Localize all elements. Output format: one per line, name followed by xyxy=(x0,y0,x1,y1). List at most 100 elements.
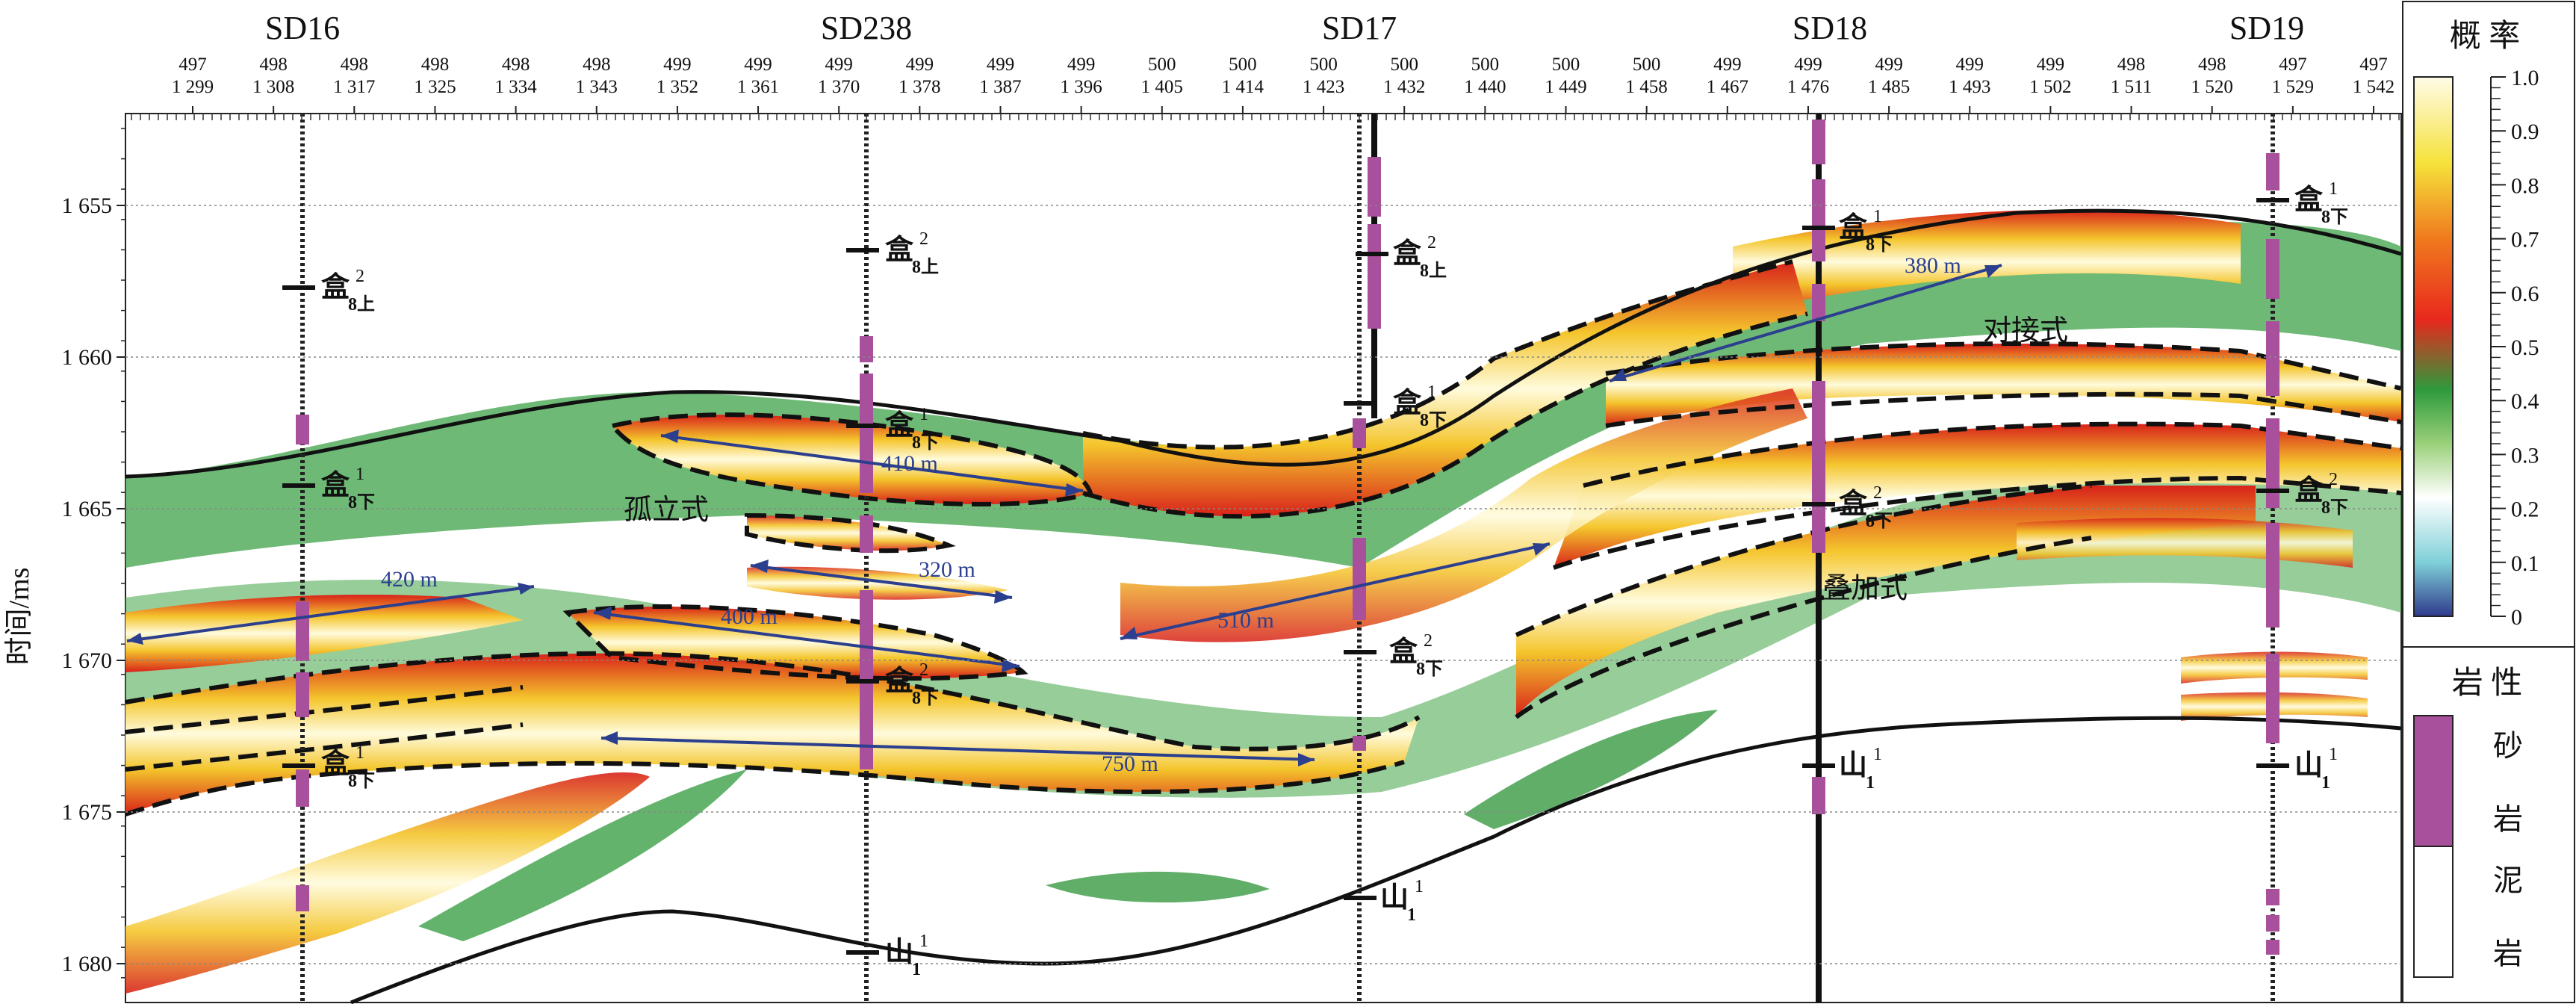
trace-inline-number: 498 xyxy=(2117,55,2146,75)
trace-inline-number: 500 xyxy=(1390,55,1418,75)
probability-tick-label: 0.9 xyxy=(2511,120,2539,144)
trace-inline-number: 497 xyxy=(2359,55,2388,75)
well-name-sd16: SD16 xyxy=(265,10,340,46)
horizon-label: 盒8上 2 xyxy=(321,267,375,314)
trace-number: 1 502 xyxy=(2029,77,2071,97)
sand-band-rising-lower xyxy=(1120,388,1807,642)
base-boundary-line xyxy=(350,716,2402,1004)
horizon-label: 盒8下 1 xyxy=(1839,207,1893,255)
sand-interval-sd19-1 xyxy=(2266,153,2279,190)
well-columns xyxy=(296,114,2279,1003)
time-tick-label: 1 670 xyxy=(62,648,113,673)
sand-interval-sd16-3 xyxy=(296,672,309,717)
svg-text:1: 1 xyxy=(2329,745,2338,764)
horizon-label: 盒8下 2 xyxy=(1389,631,1443,679)
probability-tick-label: 0.8 xyxy=(2511,173,2539,198)
sand-band-main-lower xyxy=(125,653,1419,814)
horizon-label: 盒8下 2 xyxy=(2294,470,2348,518)
svg-text:8下: 8下 xyxy=(2321,208,2348,227)
svg-text:1: 1 xyxy=(1407,905,1416,925)
mud-label-1: 泥 xyxy=(2493,864,2523,897)
trace-inline-number: 500 xyxy=(1309,55,1338,75)
probability-tick-label: 1.0 xyxy=(2511,66,2539,90)
horizon-ticks xyxy=(282,198,2289,955)
time-tick-label: 1 655 xyxy=(62,193,113,218)
svg-text:1: 1 xyxy=(1415,877,1424,896)
svg-text:8上: 8上 xyxy=(348,294,375,314)
svg-text:1: 1 xyxy=(356,465,364,484)
svg-text:8下: 8下 xyxy=(912,433,939,453)
trace-number: 1 423 xyxy=(1303,77,1344,97)
sand-interval-sd238-3 xyxy=(860,515,873,553)
svg-text:盒: 盒 xyxy=(1839,212,1868,244)
svg-text:盒: 盒 xyxy=(1839,489,1868,520)
trace-number: 1 476 xyxy=(1787,77,1829,97)
trace-inline-number: 498 xyxy=(583,55,611,75)
sand-band-stacked-a xyxy=(1554,424,2401,568)
trace-number: 1 308 xyxy=(252,77,294,97)
distance-vectors xyxy=(126,264,2002,766)
sand-interval-sd16-1 xyxy=(296,415,309,444)
svg-text:8下: 8下 xyxy=(1866,512,1893,531)
pattern-labels: 孤立式 对接式 叠加式 xyxy=(624,315,2068,604)
trace-inline-number: 499 xyxy=(1794,55,1822,75)
svg-text:盒: 盒 xyxy=(885,235,914,266)
probability-tick-label: 0.5 xyxy=(2511,335,2539,360)
probability-tick-label: 0.3 xyxy=(2511,443,2539,468)
outline-butted xyxy=(1605,341,2402,428)
trace-inline-number: 498 xyxy=(421,55,450,75)
probability-tick-label: 0 xyxy=(2511,605,2522,630)
vector-510 xyxy=(1120,542,1551,640)
trace-number: 1 511 xyxy=(2111,77,2152,97)
y-axis-label: 时间/ms xyxy=(4,568,35,666)
pattern-label-isolated: 孤立式 xyxy=(624,495,709,526)
probability-tick-label: 0.4 xyxy=(2511,389,2539,414)
sand-interval-sd16-5 xyxy=(296,885,309,911)
trace-number: 1 299 xyxy=(172,77,214,97)
svg-text:2: 2 xyxy=(919,660,928,680)
outline-stacked-a xyxy=(1553,421,2402,570)
sand-interval-sd18-1 xyxy=(1812,120,1825,164)
probability-scale: 1.0 0.9 0.8 0.7 0.6 0.5 0.4 0.3 0.2 0.1 0 xyxy=(2490,66,2539,630)
vector-420 xyxy=(126,585,535,642)
trace-number: 1 440 xyxy=(1464,77,1506,97)
trace-number: 1 378 xyxy=(899,77,940,97)
svg-text:1: 1 xyxy=(919,932,928,951)
trace-number: 1 542 xyxy=(2353,77,2395,97)
sand-band-top-right xyxy=(1733,209,2241,314)
horizon-label: 盒8下 1 xyxy=(1393,382,1447,430)
svg-text:1: 1 xyxy=(2329,179,2338,199)
trace-number: 1 485 xyxy=(1868,77,1910,97)
svg-text:盒: 盒 xyxy=(321,470,350,501)
trace-number: 1 387 xyxy=(979,77,1021,97)
sand-interval-sd19-5 xyxy=(2266,523,2279,628)
svg-text:山: 山 xyxy=(885,937,913,968)
svg-text:2: 2 xyxy=(919,229,928,249)
sand-interval-sd19-6 xyxy=(2266,654,2279,743)
svg-text:盒: 盒 xyxy=(1389,636,1418,668)
trace-inline-number: 499 xyxy=(987,55,1015,75)
probability-title: 概 率 xyxy=(2450,19,2521,54)
outline-stacked-b xyxy=(1515,483,2092,719)
svg-text:1: 1 xyxy=(1873,745,1882,764)
distance-label-420: 420 m xyxy=(381,567,438,592)
svg-text:盒: 盒 xyxy=(321,749,350,780)
horizon-label: 山1 1 xyxy=(1380,877,1424,925)
svg-text:8上: 8上 xyxy=(1420,261,1447,281)
svg-text:盒: 盒 xyxy=(321,272,350,303)
trace-number: 1 529 xyxy=(2272,77,2314,97)
horizon-label: 盒8下 1 xyxy=(2294,179,2348,227)
svg-text:盒: 盒 xyxy=(1393,388,1422,419)
sand-interval-sd19-8 xyxy=(2266,915,2279,932)
sand-swatch xyxy=(2413,715,2454,847)
well-name-sd238: SD238 xyxy=(821,10,912,46)
probability-tick-label: 0.7 xyxy=(2511,228,2539,252)
svg-text:1: 1 xyxy=(919,405,928,424)
trace-inline-number: 499 xyxy=(1067,55,1096,75)
top-boundary-line xyxy=(125,208,2402,479)
horizon-label: 盒8下 1 xyxy=(321,743,375,791)
svg-text:2: 2 xyxy=(1427,233,1436,252)
sand-outlines xyxy=(125,259,2402,816)
lithology-legend: 岩 性 砂 岩 泥 岩 xyxy=(2413,666,2523,978)
